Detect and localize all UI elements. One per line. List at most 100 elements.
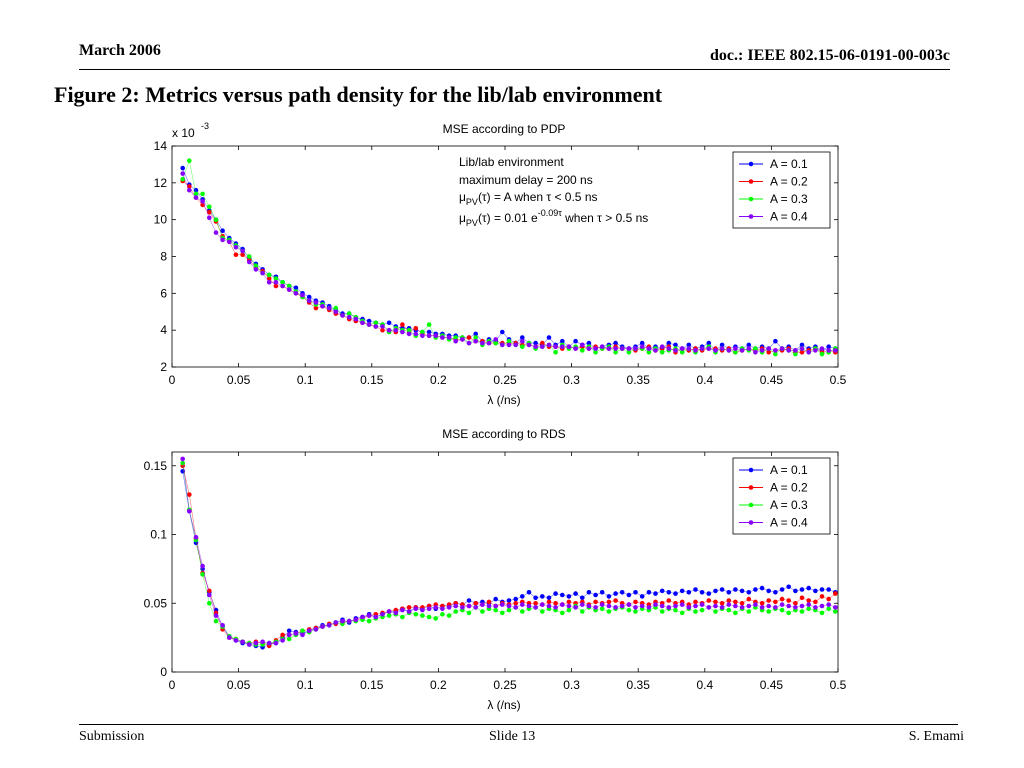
chart1-data-point: [646, 350, 652, 355]
chart2-plot: 0 0.05 0.1 0.15 0.2 0.25 0.3 0.35 0.4 0.45 0.5 0 0.0…: [144, 451, 847, 692]
chart2-data-point: [633, 609, 638, 614]
chart2-data-point: [719, 605, 725, 610]
header-doc-id: doc.: IEEE 802.15-06-0191-00-003c: [710, 47, 950, 64]
chart1-data-point: [266, 280, 272, 285]
chart2-data-point: [213, 613, 219, 618]
chart2-data-point: [513, 601, 518, 606]
chart2-data-point: [753, 602, 758, 607]
chart2-data-point: [513, 596, 518, 602]
chart2-data-point: [413, 606, 419, 612]
chart1-legend: A = 0.1 A = 0.2 A = 0.3 A = 0.4: [732, 151, 831, 229]
chart2-data-point: [400, 614, 405, 620]
chart1-y-tick-label: 10: [154, 213, 168, 227]
chart2-data-point: [686, 590, 692, 595]
chart1-x-tick-label: 0.15: [360, 373, 384, 387]
chart2-data-point: [819, 594, 825, 599]
chart1-data-point: [799, 346, 805, 351]
chart2-data-point: [540, 602, 545, 607]
chart2-data-point: [706, 605, 712, 610]
chart2-x-tick-label: 0.25: [493, 678, 517, 692]
chart1-data-point: [586, 346, 592, 351]
chart1-data-point: [799, 350, 805, 355]
chart1-data-point: [420, 333, 425, 339]
chart2-data-point: [706, 591, 712, 596]
chart2-data-point: [506, 598, 512, 603]
chart2-data-point: [480, 602, 485, 607]
chart2-header: MSE according to RDS λ (/ns): [442, 427, 565, 712]
chart2-data-point: [533, 595, 538, 601]
chart2-data-point: [679, 610, 685, 616]
chart2-data-point: [233, 638, 239, 643]
chart2-series-4: [180, 456, 838, 647]
chart2-data-point: [799, 587, 805, 592]
chart2-data-point: [473, 605, 479, 610]
chart1-data-point: [413, 326, 419, 331]
chart2-x-tick-label: 0.1: [297, 678, 314, 692]
chart1-data-point: [520, 335, 525, 340]
footer-rule: [79, 724, 958, 725]
chart2-data-point: [659, 609, 665, 614]
chart2-data-point: [526, 603, 532, 609]
chart1-data-point: [433, 333, 439, 339]
chart1-data-point: [733, 350, 738, 355]
chart2-data-point: [693, 587, 698, 592]
chart2-data-point: [833, 609, 838, 614]
chart2-data-point: [599, 606, 605, 612]
chart2-data-point: [779, 587, 785, 592]
chart2-data-point: [626, 607, 632, 613]
chart1-data-point: [326, 305, 332, 311]
chart1-data-point: [633, 346, 638, 351]
chart2-data-point: [313, 627, 319, 632]
chart2-data-point: [793, 588, 798, 594]
chart2-data-point: [540, 609, 545, 614]
chart2-data-point: [193, 535, 199, 540]
chart2-data-point: [213, 618, 219, 624]
chart1-data-point: [659, 344, 665, 350]
chart1-series-4: [180, 171, 838, 355]
chart2-legend-label: A = 0.4: [770, 516, 808, 530]
chart1-y-multiplier-exp: -3: [201, 121, 209, 131]
chart1-data-point: [273, 280, 279, 285]
chart1-data-point: [300, 292, 305, 298]
chart2-data-point: [466, 598, 472, 603]
chart1-data-point: [513, 342, 518, 348]
chart2-data-point: [626, 602, 632, 607]
chart2-data-point: [666, 605, 672, 610]
chart1-x-tick-label: 0.2: [430, 373, 447, 387]
chart2-data-point: [393, 610, 399, 616]
chart1-data-point: [773, 338, 778, 344]
chart2-data-point: [619, 590, 625, 595]
chart1-data-point: [440, 335, 445, 340]
chart2-y-tick-label: 0.15: [144, 459, 168, 473]
chart1-data-point: [533, 340, 538, 346]
chart1-data-point: [233, 245, 239, 250]
annotation-line-4: μPV(τ) = 0.01 e-0.09τ when τ > 0.5 ns: [459, 208, 648, 228]
chart2-data-point: [493, 607, 499, 613]
chart2-data-point: [406, 605, 412, 610]
annotation-superscript: -0.09τ: [538, 208, 563, 218]
chart1-legend-label: A = 0.1: [770, 157, 808, 171]
chart1-data-point: [826, 348, 831, 353]
chart1-data-point: [233, 252, 239, 257]
chart2-data-point: [253, 640, 259, 646]
chart1-data-point: [333, 309, 339, 315]
chart2-data-point: [613, 591, 618, 596]
chart1-data-point: [593, 350, 598, 355]
chart1-data-point: [773, 351, 778, 357]
chart2-data-point: [187, 508, 192, 514]
chart2-data-point: [733, 599, 738, 605]
chart1-x-tick-label: 0.1: [297, 373, 314, 387]
chart1-data-point: [573, 338, 578, 344]
chart2-data-point: [699, 590, 705, 595]
chart1-data-point: [240, 252, 245, 257]
chart1-data-point: [739, 348, 745, 353]
chart2-data-point: [566, 599, 572, 605]
chart1-data-point: [313, 305, 319, 311]
chart1-y-tick-label: 14: [154, 139, 168, 153]
chart1-data-point: [187, 187, 192, 193]
chart1-data-point: [426, 333, 432, 339]
chart2-x-tick-label: 0: [169, 678, 176, 692]
chart2-data-point: [746, 609, 752, 614]
chart1-legend-label: A = 0.2: [770, 175, 808, 189]
chart2-data-point: [433, 616, 439, 621]
